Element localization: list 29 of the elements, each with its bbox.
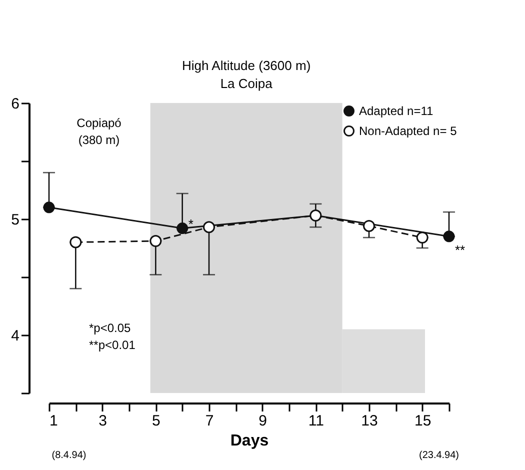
point — [416, 232, 428, 244]
annotation: * — [188, 216, 194, 232]
annotation: *p<0.05 **p<0.01 — [89, 321, 136, 352]
x-tick-label: 1 — [50, 412, 58, 430]
text: (8.4.94) — [52, 450, 86, 461]
x-tick-label: 7 — [205, 412, 214, 430]
point — [363, 220, 375, 232]
y-tick-label: 4 — [11, 328, 20, 344]
point — [70, 236, 82, 248]
x-tick-label: 11 — [308, 412, 324, 430]
x-tick-label: 13 — [361, 412, 378, 430]
annotation: Copiapó (380 m) — [76, 116, 122, 147]
point — [203, 221, 215, 234]
annotation: ** — [455, 242, 466, 258]
x-axis-title: Days — [230, 432, 269, 450]
y-tick-label: 6 — [11, 96, 20, 112]
point — [176, 222, 188, 234]
x-tick-label: 5 — [152, 412, 160, 430]
legend-label: Adapted n=11 — [359, 104, 434, 118]
legend-label: Non-Adapted n= 5 — [359, 124, 458, 138]
text: (23.4.94) — [418, 450, 460, 461]
y-tick-label: 5 — [11, 212, 20, 228]
x-tick-label: 9 — [258, 412, 268, 430]
x-tick-label: 15 — [414, 412, 432, 430]
point — [150, 235, 162, 248]
point — [43, 202, 55, 214]
x-tick-label: 3 — [98, 412, 108, 430]
point — [443, 230, 455, 242]
band-label: High Altitude (3600 m) La Coipa — [182, 58, 311, 91]
